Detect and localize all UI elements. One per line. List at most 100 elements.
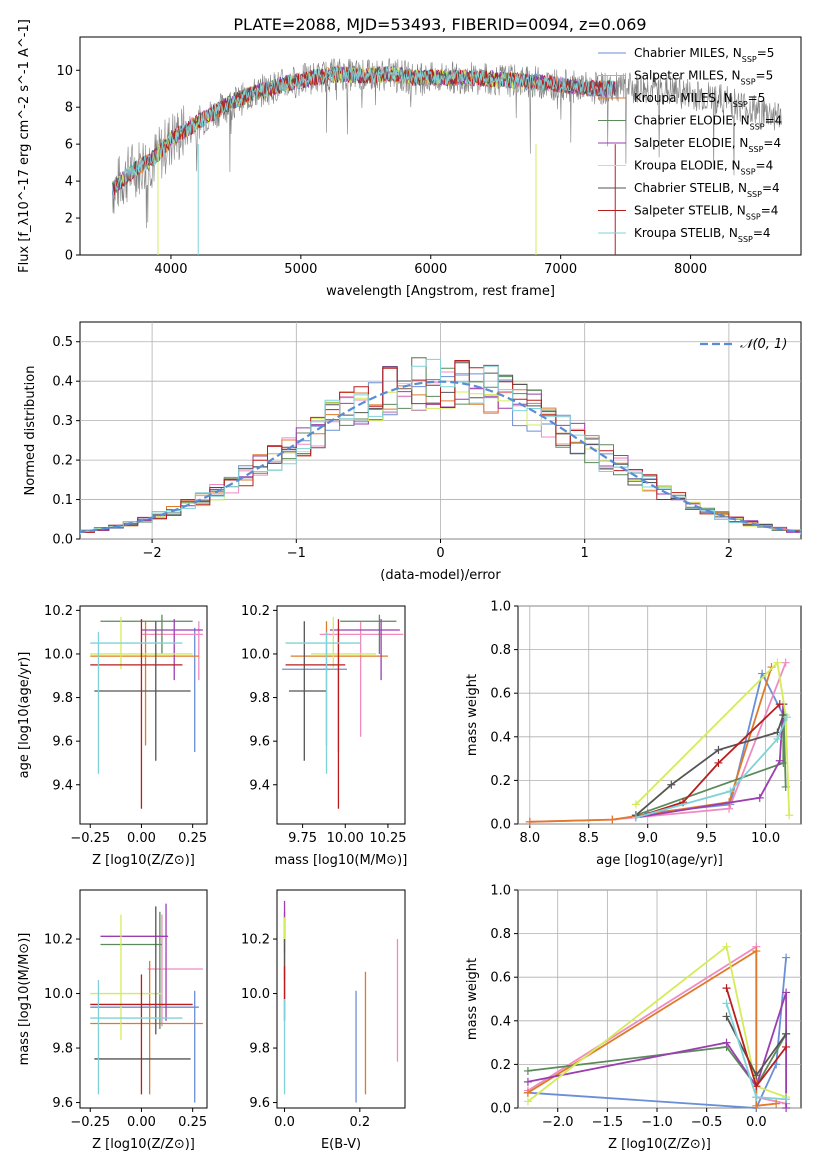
y-tick-label: 0.3 — [52, 414, 73, 429]
x-tick-label: 4000 — [154, 262, 187, 277]
legend-entry: Chabrier MILES, NSSP=5 — [634, 46, 774, 64]
x-tick-label: 8000 — [674, 262, 707, 277]
x-tick-label: −0.5 — [691, 1115, 723, 1130]
legend-entry: Kroupa STELIB, NSSP=4 — [634, 226, 771, 244]
mass-EBV-frame — [276, 889, 406, 1109]
age-Z-frame — [79, 605, 208, 825]
y-tick-label: 10.2 — [44, 933, 73, 948]
x-tick-label: 0 — [436, 546, 444, 561]
x-tick-label: −1 — [287, 546, 306, 561]
mass-weight-point — [523, 1066, 532, 1075]
mass-weight-point — [782, 953, 791, 962]
x-tick-label: −1.0 — [641, 1115, 673, 1130]
y-axis-label: Normed distribution — [23, 366, 38, 496]
mass-weight-point — [752, 947, 761, 956]
x-tick-label: 9.0 — [637, 831, 658, 846]
mass-weight-point — [782, 1095, 791, 1104]
mass-weight-point — [523, 1088, 532, 1097]
y-tick-label: 0.1 — [52, 493, 73, 508]
y-tick-label: 4 — [65, 175, 73, 190]
x-tick-label: −1.5 — [592, 1115, 624, 1130]
figure-title: PLATE=2088, MJD=53493, FIBERID=0094, z=0… — [233, 15, 646, 34]
y-tick-label: 9.4 — [249, 778, 270, 793]
y-tick-label: 0 — [65, 249, 73, 264]
x-tick-label: 8.0 — [519, 831, 540, 846]
x-axis-label: Z [log10(Z/Z⊙)] — [92, 853, 195, 868]
mass-weight-point — [608, 815, 617, 824]
x-tick-label: −0.25 — [70, 831, 110, 846]
y-tick-label: 8 — [65, 101, 73, 116]
y-tick-label: 9.8 — [249, 691, 270, 706]
mass-weight-point — [772, 1099, 781, 1108]
mass-weight-series-line — [635, 704, 785, 819]
y-tick-label: 10.0 — [44, 647, 73, 662]
mass-weight-point — [631, 813, 640, 822]
x-tick-label: −2.0 — [542, 1115, 574, 1130]
legend-entry: 𝒩(0, 1) — [740, 337, 787, 352]
spectrum-lines — [112, 58, 782, 255]
x-tick-label: 5000 — [284, 262, 317, 277]
x-tick-label: 9.75 — [288, 831, 317, 846]
y-tick-label: 0.8 — [490, 927, 511, 942]
y-axis-label: mass [log10(M/M⊙)] — [17, 933, 32, 1066]
mass-weight-point — [785, 811, 794, 820]
mass-weight-point — [782, 1104, 791, 1112]
age-mass-frame — [276, 605, 406, 825]
mass-weight-point — [714, 758, 723, 767]
mass-weight-series-line — [527, 1033, 787, 1088]
mass-weight-point — [631, 800, 640, 809]
y-tick-label: 0.2 — [52, 454, 73, 469]
x-tick-label: 6000 — [414, 262, 447, 277]
x-tick-label: 10.0 — [751, 831, 780, 846]
x-tick-label: 9.5 — [696, 831, 717, 846]
mass-weight-point — [782, 988, 791, 997]
y-tick-label: 9.6 — [52, 735, 73, 750]
y-axis-label: mass weight — [465, 674, 480, 756]
y-axis-label: age [log10(age/yr)] — [17, 652, 32, 779]
legend-entry: Salpeter MILES, NSSP=5 — [634, 69, 773, 87]
mass-weight-point — [773, 658, 782, 667]
x-tick-label: 0.00 — [127, 831, 156, 846]
x-tick-label: 0.25 — [178, 831, 207, 846]
y-tick-label: 6 — [65, 138, 73, 153]
y-tick-label: 9.8 — [52, 691, 73, 706]
x-tick-label: 7000 — [544, 262, 577, 277]
y-tick-label: 9.6 — [249, 1096, 270, 1111]
x-tick-label: 10.25 — [369, 831, 406, 846]
y-tick-label: 0.4 — [490, 730, 511, 745]
mass-weight-series-line — [635, 703, 781, 819]
mass-weight-series-line — [635, 660, 791, 816]
y-tick-label: 0.4 — [52, 375, 73, 390]
y-tick-label: 10.0 — [241, 987, 270, 1002]
mass-Z-frame — [79, 889, 208, 1109]
y-tick-label: 9.6 — [249, 735, 270, 750]
mass-weight-point — [726, 787, 735, 796]
x-axis-label: (data-model)/error — [380, 568, 501, 583]
y-tick-label: 0.5 — [52, 335, 73, 350]
mass-weight-series-line — [527, 949, 777, 1107]
residual-steps — [80, 357, 801, 535]
y-tick-label: 2 — [65, 212, 73, 227]
x-axis-label: age [log10(age/yr)] — [596, 853, 723, 868]
x-tick-label: −0.25 — [70, 1115, 110, 1130]
y-tick-label: 0.0 — [490, 1102, 511, 1117]
mass-weight-point — [782, 713, 791, 722]
x-tick-label: 10.00 — [327, 831, 364, 846]
x-axis-label: Z [log10(Z/Z⊙)] — [92, 1137, 195, 1152]
mass-weight-point — [722, 1012, 731, 1021]
gaussian-reference-line — [80, 380, 801, 534]
legend-entry: Kroupa MILES, NSSP=5 — [634, 91, 765, 109]
y-tick-label: 9.8 — [249, 1042, 270, 1057]
mass-weight-point — [775, 756, 784, 765]
mass-weight-point — [523, 1077, 532, 1086]
mass-weight-point — [714, 745, 723, 754]
legend-entry: Chabrier STELIB, NSSP=4 — [634, 181, 780, 199]
y-tick-label: 9.4 — [52, 778, 73, 793]
mass-weight-point — [523, 1097, 532, 1106]
mass-weight-point — [722, 1038, 731, 1047]
y-tick-label: 10.0 — [44, 987, 73, 1002]
y-tick-label: 0.4 — [490, 1014, 511, 1029]
mass-weight-point — [722, 984, 731, 993]
mass-weight-point — [782, 1042, 791, 1051]
legend-entry: Salpeter STELIB, NSSP=4 — [634, 204, 778, 222]
